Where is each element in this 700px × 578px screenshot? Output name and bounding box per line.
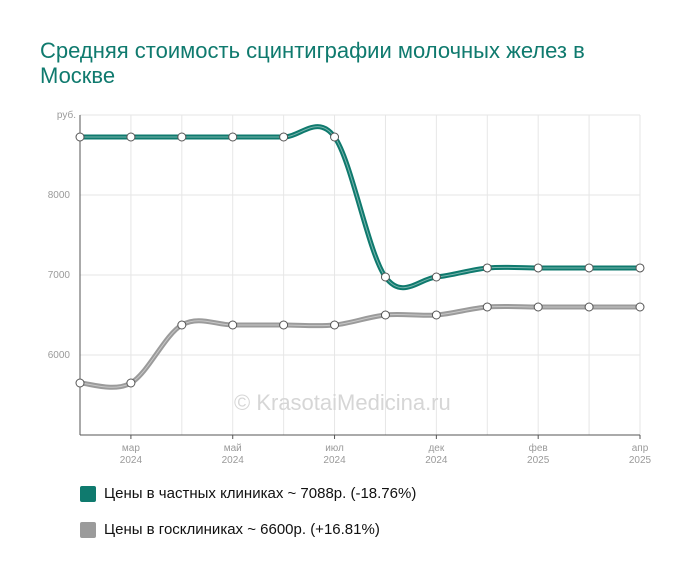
x-tick-year: 2025 bbox=[527, 455, 550, 466]
data-point bbox=[533, 263, 543, 273]
data-point bbox=[330, 320, 340, 330]
legend-swatch-private bbox=[80, 485, 96, 502]
data-point bbox=[75, 132, 85, 142]
data-point bbox=[228, 132, 238, 142]
data-point bbox=[279, 320, 289, 330]
data-point bbox=[228, 320, 238, 330]
chart-title: Средняя стоимость сцинтиграфии молочных … bbox=[40, 38, 585, 88]
legend-swatch-public bbox=[80, 521, 96, 538]
data-point bbox=[431, 272, 441, 282]
data-point bbox=[533, 302, 543, 312]
x-tick-month: апр bbox=[632, 443, 649, 454]
series-line-highlight-0 bbox=[79, 126, 640, 289]
x-tick-year: 2024 bbox=[323, 455, 346, 466]
legend-item-private[interactable]: Цены в частных клиниках ~ 7088р. (-18.76… bbox=[80, 485, 416, 502]
series-line-1 bbox=[77, 303, 643, 390]
data-point bbox=[380, 310, 390, 320]
x-tick-month: мар bbox=[122, 443, 140, 454]
x-tick-year: 2025 bbox=[629, 455, 652, 466]
data-point bbox=[177, 320, 187, 330]
data-point bbox=[584, 263, 594, 273]
y-tick-label: 8000 bbox=[48, 190, 71, 201]
legend-label-private: Цены в частных клиниках ~ 7088р. (-18.76… bbox=[104, 485, 417, 502]
data-point bbox=[584, 302, 594, 312]
x-tick-month: май bbox=[224, 443, 242, 454]
data-point bbox=[482, 263, 492, 273]
data-point bbox=[279, 132, 289, 142]
y-tick-label: 6000 bbox=[48, 350, 71, 361]
x-tick-year: 2024 bbox=[222, 455, 245, 466]
x-tick-year: 2024 bbox=[425, 455, 448, 466]
series-points bbox=[75, 132, 645, 388]
data-point bbox=[380, 272, 390, 282]
data-point bbox=[431, 310, 441, 320]
data-point bbox=[635, 263, 645, 273]
y-tick-label: 7000 bbox=[48, 270, 71, 281]
data-point bbox=[75, 378, 85, 388]
data-point bbox=[635, 302, 645, 312]
x-tick-month: фев bbox=[529, 442, 548, 454]
data-point bbox=[126, 378, 136, 388]
x-tick-year: 2024 bbox=[120, 455, 143, 466]
legend-label-public: Цены в госклиниках ~ 6600р. (+16.81%) bbox=[104, 521, 380, 538]
data-point bbox=[126, 132, 136, 142]
data-point bbox=[330, 132, 340, 142]
grid-lines bbox=[80, 114, 641, 435]
x-tick-labels: мар2024май2024июл2024дек2024фев2025апр20… bbox=[120, 435, 652, 466]
series-lines bbox=[77, 124, 643, 390]
x-tick-month: июл bbox=[325, 443, 344, 454]
legend-item-public[interactable]: Цены в госклиниках ~ 6600р. (+16.81%) bbox=[80, 521, 380, 538]
y-tick-labels: руб. 6000 7000 8000 bbox=[48, 109, 76, 361]
watermark: © KrasotaiMedicina.ru bbox=[234, 390, 451, 415]
x-tick-month: дек bbox=[428, 443, 444, 454]
y-unit-label: руб. bbox=[57, 109, 76, 121]
data-point bbox=[482, 302, 492, 312]
data-point bbox=[177, 132, 187, 142]
